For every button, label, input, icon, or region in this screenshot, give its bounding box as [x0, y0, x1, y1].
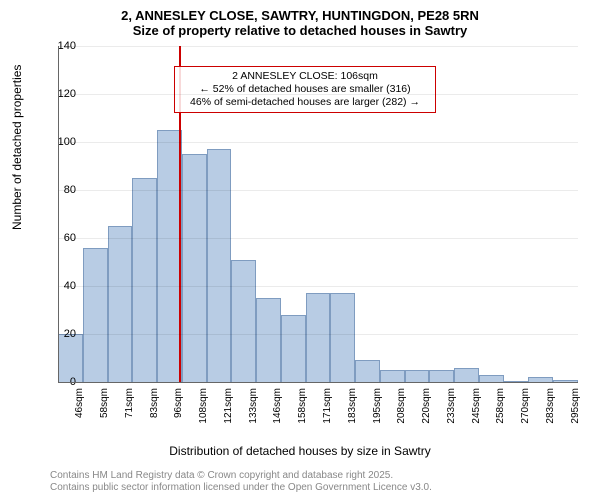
x-tick-label: 171sqm [322, 388, 333, 424]
annotation-line3: 46% of semi-detached houses are larger (… [181, 96, 429, 109]
chart-title-line1: 2, ANNESLEY CLOSE, SAWTRY, HUNTINGDON, P… [0, 0, 600, 23]
gridline [58, 46, 578, 47]
footer-line1: Contains HM Land Registry data © Crown c… [50, 470, 432, 482]
annotation-line1: 2 ANNESLEY CLOSE: 106sqm [181, 70, 429, 83]
histogram-bar [355, 360, 380, 382]
histogram-bar-highlight [182, 154, 207, 382]
x-tick-label: 258sqm [495, 388, 506, 424]
x-tick-label: 195sqm [372, 388, 383, 424]
histogram-bar [405, 370, 430, 382]
histogram-bar [479, 375, 504, 382]
histogram-bar [207, 149, 232, 382]
gridline [58, 190, 578, 191]
x-tick-label: 146sqm [272, 388, 283, 424]
y-axis-line [58, 46, 59, 382]
x-tick-label: 46sqm [74, 388, 85, 418]
chart-container: 2 ANNESLEY CLOSE: 106sqm← 52% of detache… [58, 46, 578, 412]
y-axis-label: Number of detached properties [10, 65, 24, 230]
histogram-bar [256, 298, 281, 382]
x-tick-label: 295sqm [570, 388, 581, 424]
histogram-bar [306, 293, 331, 382]
x-tick-label: 208sqm [396, 388, 407, 424]
histogram-bar [281, 315, 306, 382]
histogram-bar [58, 334, 83, 382]
x-tick-label: 71sqm [124, 388, 135, 418]
x-tick-label: 121sqm [223, 388, 234, 424]
histogram-bar [132, 178, 157, 382]
histogram-bar [380, 370, 405, 382]
gridline [58, 286, 578, 287]
histogram-bar [108, 226, 133, 382]
gridline [58, 142, 578, 143]
histogram-bar [157, 130, 182, 382]
gridline [58, 334, 578, 335]
x-tick-label: 283sqm [545, 388, 556, 424]
footer-line2: Contains public sector information licen… [50, 482, 432, 494]
chart-title-line2: Size of property relative to detached ho… [0, 23, 600, 42]
x-tick-label: 233sqm [446, 388, 457, 424]
gridline [58, 94, 578, 95]
x-tick-label: 96sqm [173, 388, 184, 418]
histogram-bar [330, 293, 355, 382]
x-tick-label: 220sqm [421, 388, 432, 424]
annotation-callout: 2 ANNESLEY CLOSE: 106sqm← 52% of detache… [174, 66, 436, 113]
histogram-bar [429, 370, 454, 382]
plot-area: 2 ANNESLEY CLOSE: 106sqm← 52% of detache… [58, 46, 578, 382]
x-tick-label: 183sqm [347, 388, 358, 424]
x-axis-label: Distribution of detached houses by size … [0, 444, 600, 458]
x-tick-label: 270sqm [520, 388, 531, 424]
x-tick-label: 245sqm [471, 388, 482, 424]
x-tick-label: 158sqm [297, 388, 308, 424]
x-tick-label: 83sqm [149, 388, 160, 418]
histogram-bar [83, 248, 108, 382]
histogram-bar [454, 368, 479, 382]
x-tick-label: 108sqm [198, 388, 209, 424]
gridline [58, 238, 578, 239]
footer-attribution: Contains HM Land Registry data © Crown c… [50, 470, 432, 494]
histogram-bar [231, 260, 256, 382]
x-axis-line [58, 382, 578, 383]
x-tick-label: 133sqm [248, 388, 259, 424]
x-tick-label: 58sqm [99, 388, 110, 418]
